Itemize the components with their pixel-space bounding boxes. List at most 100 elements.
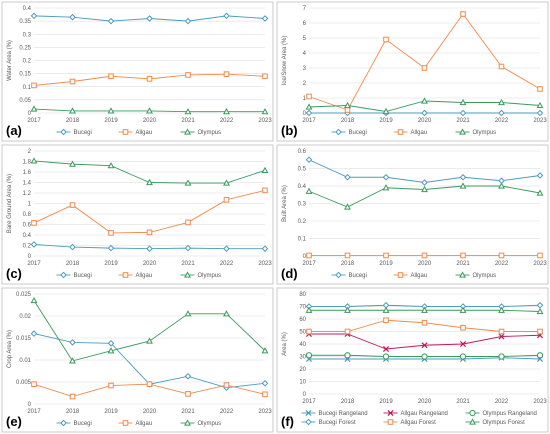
y-tick-label: 7 [303, 6, 307, 12]
data-point [498, 109, 505, 117]
legend-marker [305, 418, 312, 426]
x-tick-label: 2020 [143, 118, 157, 124]
data-point [184, 108, 192, 115]
legend: Bucegi Allgau Olympus [56, 419, 222, 427]
y-tick-label: 10 [299, 380, 306, 386]
series-allgau-forest [306, 317, 543, 335]
x-tick-label: 2021 [456, 399, 470, 405]
data-point [146, 76, 153, 82]
legend-label: Olympus Rangeland [483, 411, 537, 417]
data-point [383, 317, 389, 324]
data-point [459, 340, 467, 348]
data-point [421, 342, 428, 349]
x-tick-label: 2018 [66, 118, 80, 124]
legend-label: Bucegi [74, 130, 92, 136]
legend-label: Olympus [473, 130, 497, 136]
x-tick-label: 2018 [341, 261, 355, 267]
legend: Bucegi Allgau Olympus [56, 128, 221, 136]
data-point [459, 353, 467, 360]
y-tick-label: 0.3 [23, 32, 32, 38]
data-point [107, 17, 115, 25]
y-tick-label: 0.6 [298, 149, 307, 155]
data-point [30, 157, 38, 164]
legend-marker [469, 409, 476, 417]
x-tick-label: 2021 [456, 261, 470, 267]
legend: Bucegi Rangeland Allgau Rangeland Olympus … [301, 409, 537, 426]
y-tick-label: 20 [299, 367, 306, 373]
legend-label: Olympus [198, 421, 222, 427]
data-point [536, 352, 544, 359]
data-point [460, 11, 466, 17]
y-tick-label: 0.01 [19, 358, 31, 364]
y-tick-label: 80 [299, 292, 306, 298]
y-tick-label: 1.8 [23, 160, 32, 166]
y-tick-label: 30 [299, 355, 306, 361]
data-point [382, 306, 390, 313]
legend-marker [184, 271, 191, 278]
data-point [69, 202, 76, 208]
data-point [421, 306, 428, 313]
data-point [69, 78, 76, 85]
data-point [30, 296, 38, 304]
legend-label: Allgau [136, 273, 153, 279]
legend-marker [335, 128, 342, 136]
y-tick-label: 0 [303, 392, 307, 398]
legend-label: Bucegi [74, 273, 92, 279]
data-point [146, 245, 153, 252]
data-point [223, 245, 230, 252]
y-tick-label: 0.015 [16, 336, 32, 342]
y-tick-label: 0.4 [23, 6, 32, 12]
data-point [536, 172, 544, 179]
data-point [421, 65, 428, 71]
y-tick-label: 1.2 [23, 191, 32, 197]
legend-label: Allgau [411, 273, 428, 279]
x-tick-label: 2020 [143, 261, 157, 267]
data-point [536, 109, 544, 117]
data-point [146, 337, 153, 344]
data-point [184, 17, 192, 25]
data-point [107, 244, 115, 252]
data-point [460, 324, 466, 331]
legend-marker [469, 418, 476, 425]
data-point [223, 197, 230, 203]
data-point [261, 108, 269, 115]
data-point [262, 391, 268, 398]
y-tick-label: 1 [28, 202, 32, 208]
data-point [223, 310, 230, 317]
legend-label: Allgau [136, 421, 153, 427]
legend-marker [60, 271, 67, 279]
legend-marker [305, 409, 312, 417]
x-tick-label: 2017 [302, 118, 316, 124]
data-point [185, 72, 191, 78]
y-tick-label: 0.3 [298, 202, 307, 208]
data-point [382, 107, 390, 115]
y-tick-label: 0.2 [23, 244, 32, 250]
series-olympus-rangeland [305, 352, 544, 360]
data-point [30, 12, 38, 20]
data-point [146, 381, 153, 387]
chart-panel-5: 0 0.005 0.01 0.015 0.02 0.025 2017 2018 2019 2020… [1, 287, 274, 433]
series-olympus [30, 157, 269, 186]
data-point [421, 319, 428, 326]
legend-marker [397, 129, 404, 135]
x-tick-label: 2021 [456, 118, 470, 124]
x-tick-label: 2021 [181, 118, 195, 124]
data-point [498, 63, 505, 70]
data-point [185, 391, 191, 397]
data-point [421, 97, 428, 104]
data-point [537, 252, 543, 259]
x-tick-label: 2017 [27, 409, 41, 415]
y-tick-label: 0.4 [23, 233, 32, 239]
data-point [460, 252, 466, 259]
chart-panel-3: 0 0.2 0.4 0.6 0.8 1 1.2 1.4 1.6 1.8 2 2017 2018 2019 2… [1, 144, 274, 285]
y-tick-label: 40 [299, 342, 306, 348]
y-tick-label: 0 [303, 254, 307, 260]
y-tick-label: 0.8 [23, 212, 32, 218]
legend: Bucegi Allgau Olympus [331, 271, 496, 279]
data-point [382, 173, 390, 181]
data-point [31, 82, 37, 89]
y-tick-label: 4 [303, 51, 307, 57]
y-tick-label: 0 [28, 111, 32, 117]
y-tick-label: 0.2 [298, 219, 307, 225]
